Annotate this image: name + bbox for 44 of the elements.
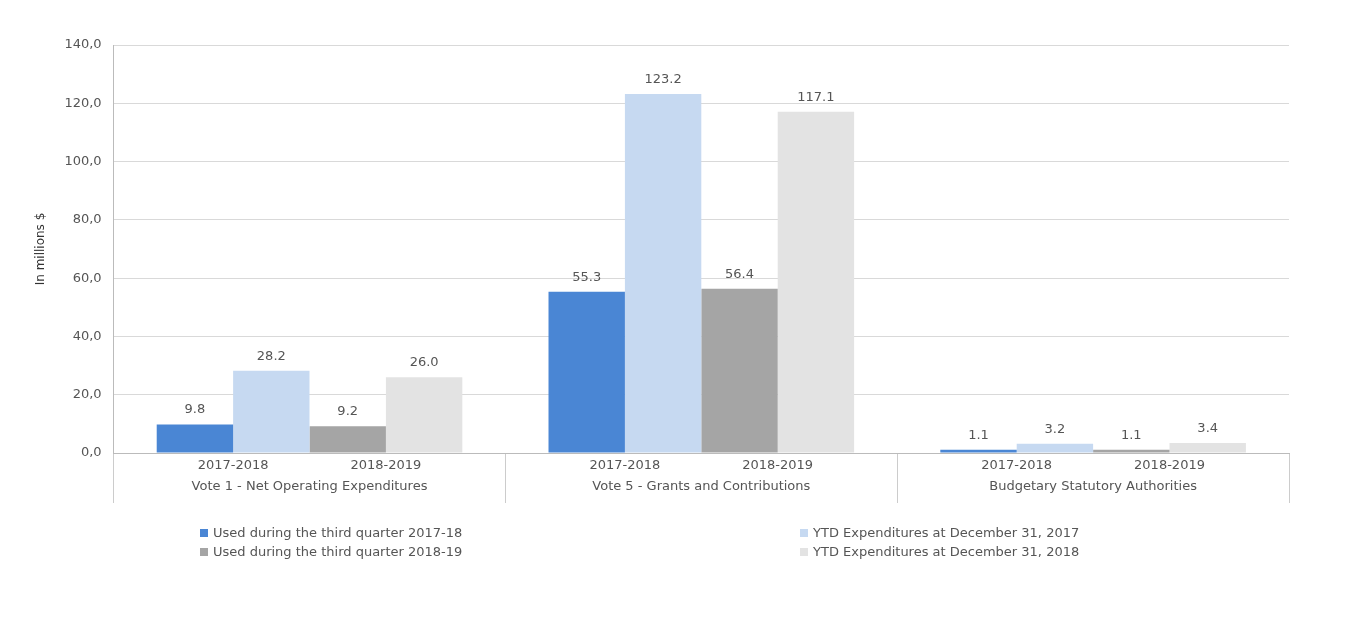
legend-label: Used during the third quarter 2017-18 [213,525,463,540]
bar [1093,449,1170,453]
x-tick-label: Budgetary Statutory Authorities [989,477,1198,493]
data-label: 55.3 [572,268,602,284]
legend-label: YTD Expenditures at December 31, 2018 [813,544,1080,559]
legend-label: YTD Expenditures at December 31, 2017 [813,525,1080,540]
bar [1169,443,1246,453]
bar [940,449,1017,453]
y-tick-label: 80,0 [72,211,102,227]
data-label: 123.2 [644,70,682,86]
x-tick-label: Vote 1 - Net Operating Expenditures [191,477,428,493]
bar [624,93,702,453]
text: 2018-2019 [1134,456,1205,472]
y-tick-label: 100,0 [64,152,102,168]
text: 2018-2019 [742,456,814,472]
data-label: 56.4 [725,265,754,281]
text: 2017-2018 [589,456,661,472]
bar [233,370,310,453]
bar [156,424,234,453]
text: 2018-2019 [350,456,422,472]
bar [548,291,625,453]
y-axis-title: In millions $ [33,212,48,286]
bar [1016,443,1094,453]
y-tick-label: 20,0 [72,386,102,402]
y-tick-label: 0,0 [80,444,102,460]
text: 2017-2018 [197,456,269,472]
x-tick-label: Vote 5 - Grants and Contributions [592,477,811,493]
data-label: 1.1 [1120,426,1142,442]
data-label: 3.2 [1044,420,1066,436]
data-label: 9.8 [184,401,206,417]
bar [701,288,778,453]
data-label: 1.1 [968,426,989,442]
y-tick-label: 120,0 [64,94,102,110]
y-tick-label: 60,0 [72,269,102,285]
data-label: 117.1 [797,88,835,104]
data-label: 3.4 [1197,419,1219,435]
y-tick-label: 140,0 [64,36,102,52]
text: 2017-2018 [981,456,1053,472]
legend-label: Used during the third quarter 2018-19 [213,544,463,559]
y-tick-label: 40,0 [72,327,102,343]
data-label: 28.2 [256,347,286,363]
data-label: 26.0 [409,354,439,370]
data-label: 9.2 [337,403,359,419]
bar [309,426,386,453]
